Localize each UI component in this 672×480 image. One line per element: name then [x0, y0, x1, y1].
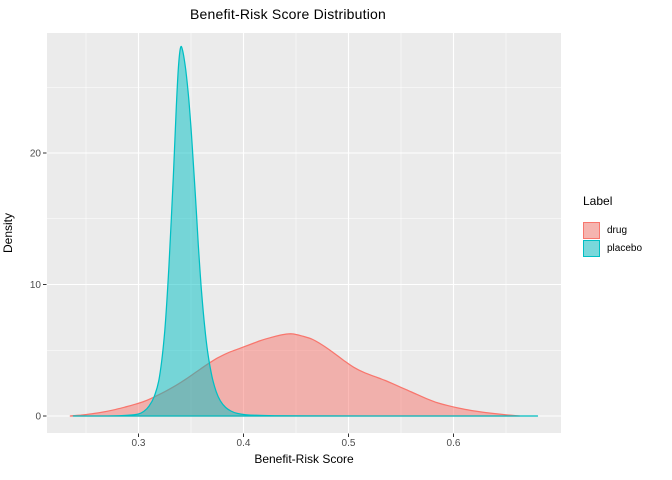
- drug-legend-key-swatch: [583, 221, 600, 239]
- x-axis-title: Benefit-Risk Score: [254, 452, 354, 466]
- y-axis-title: Density: [1, 212, 15, 254]
- x-tick-label: 0.5: [342, 438, 356, 449]
- legend-item-placebo: placebo: [583, 239, 642, 257]
- y-tick-label: 10: [30, 280, 42, 291]
- legend-item-label: drug: [607, 224, 628, 236]
- y-tick-label: 20: [30, 149, 42, 160]
- placebo-density-curve: [72, 45, 539, 417]
- y-tick-label: 0: [35, 412, 41, 423]
- x-tick-label: 0.4: [237, 438, 251, 449]
- placebo-legend-key-swatch: [583, 239, 600, 257]
- x-tick-label: 0.6: [447, 438, 461, 449]
- legend-title: Label: [583, 194, 613, 208]
- chart-title: Benefit-Risk Score Distribution: [189, 6, 387, 22]
- legend-item-drug: drug: [583, 221, 642, 239]
- legend: Label drug placebo: [583, 194, 642, 257]
- legend-item-label: placebo: [607, 242, 643, 254]
- x-tick-label: 0.3: [132, 438, 146, 449]
